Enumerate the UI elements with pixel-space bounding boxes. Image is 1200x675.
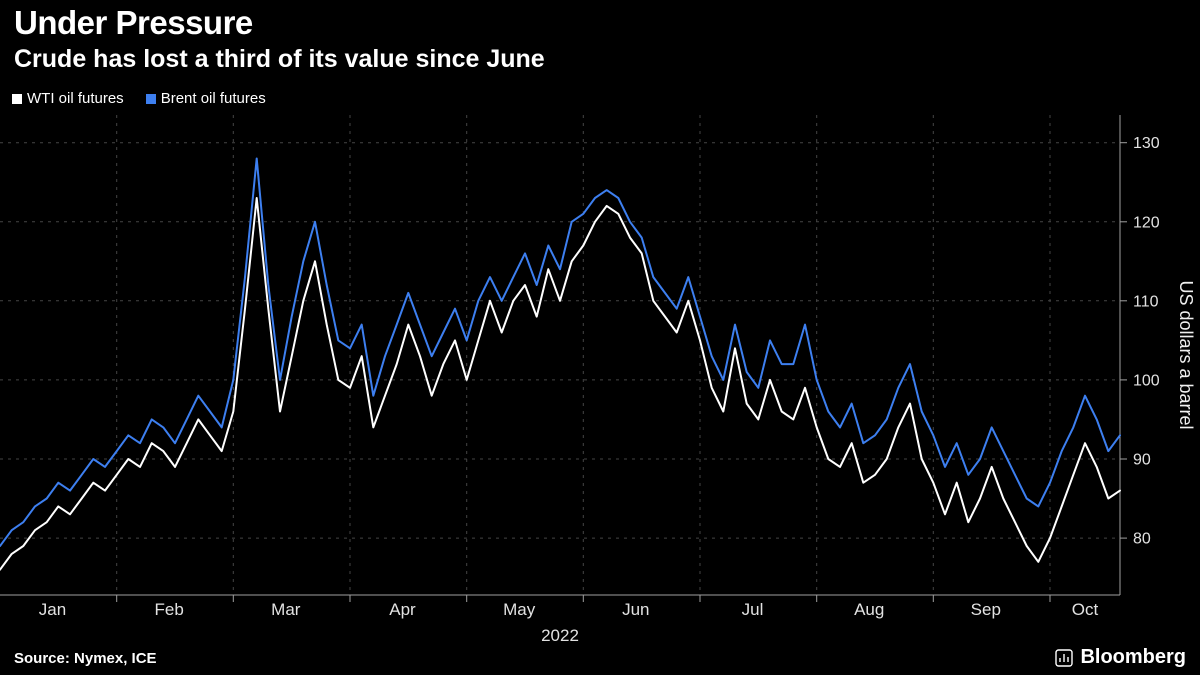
- chart-title: Under Pressure: [14, 4, 253, 41]
- x-tick-label: Jul: [742, 600, 764, 619]
- y-tick-label: 90: [1133, 452, 1151, 469]
- y-axis-title: US dollars a barrel: [1176, 280, 1196, 430]
- chart-subtitle: Crude has lost a third of its value sinc…: [14, 45, 545, 73]
- x-tick-label: Oct: [1072, 600, 1099, 619]
- grid-layer: [0, 115, 1120, 595]
- x-tick-label: Feb: [155, 600, 184, 619]
- wti-legend-label: WTI oil futures: [27, 90, 124, 107]
- y-tick-label: 100: [1133, 372, 1160, 389]
- x-tick-label: Mar: [271, 600, 301, 619]
- y-tick-label: 80: [1133, 531, 1151, 548]
- x-axis-year-label: 2022: [541, 626, 579, 645]
- x-tick-label: May: [503, 600, 536, 619]
- brent-series-line: [0, 157, 1121, 547]
- bloomberg-logo: Bloomberg: [1055, 646, 1186, 669]
- axis-layer: 80 90 100 110 120 130 Jan Feb Mar Apr May Jun Jul Aug…: [0, 115, 1160, 645]
- x-tick-label: Jun: [622, 600, 649, 619]
- y-tick-label: 130: [1133, 135, 1160, 152]
- y-tick-label: 110: [1133, 293, 1159, 310]
- line-chart-svg: 80 90 100 110 120 130 Jan Feb Mar Apr May Jun Jul Aug…: [0, 115, 1160, 645]
- legend-item-wti: WTI oil futures: [12, 90, 124, 107]
- x-tick-label: Sep: [971, 600, 1001, 619]
- y-tick-label: 120: [1133, 214, 1160, 231]
- brent-legend-label: Brent oil futures: [160, 90, 266, 107]
- legend: WTI oil futures Brent oil futures: [12, 90, 266, 107]
- wti-legend-swatch: [12, 93, 22, 104]
- x-tick-label: Apr: [389, 600, 416, 619]
- bloomberg-wordmark: Bloomberg: [1080, 646, 1186, 668]
- source-note: Source: Nymex, ICE: [14, 650, 157, 667]
- line-chart: 80 90 100 110 120 130 Jan Feb Mar Apr May Jun Jul Aug…: [0, 115, 1200, 651]
- brent-legend-swatch: [145, 93, 156, 104]
- wti-series-line: [0, 197, 1121, 571]
- bloomberg-logo-icon: [1055, 648, 1074, 667]
- x-tick-label: Aug: [854, 600, 884, 619]
- x-tick-label: Jan: [39, 600, 66, 619]
- legend-item-brent: Brent oil futures: [145, 90, 266, 107]
